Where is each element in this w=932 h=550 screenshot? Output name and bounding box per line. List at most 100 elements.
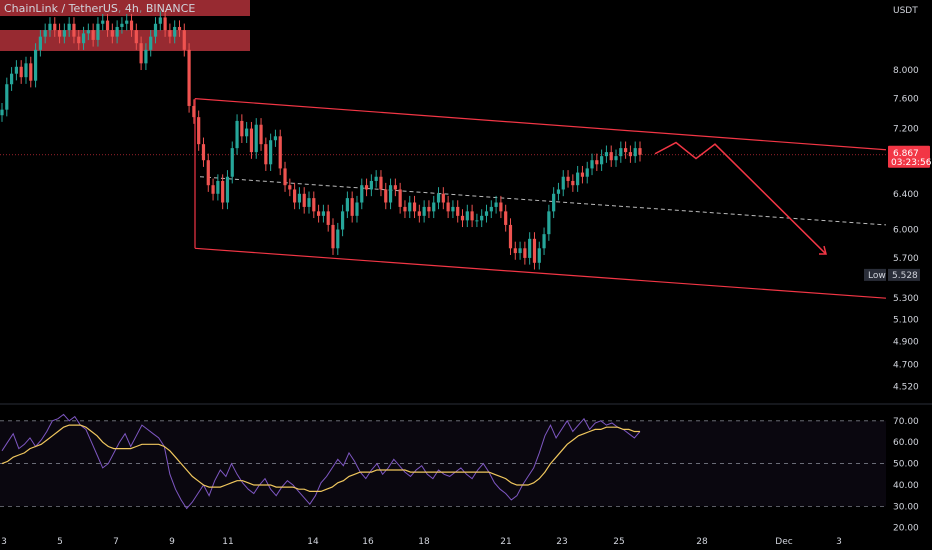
candle-body <box>134 30 138 44</box>
time-tick-label: 11 <box>222 537 233 547</box>
candle-body <box>163 17 167 31</box>
candle-body <box>149 36 153 50</box>
candle-body <box>67 23 71 31</box>
interval-label[interactable]: 4h <box>124 2 139 15</box>
candle-body <box>451 206 455 212</box>
candle-body <box>225 176 230 203</box>
candle-body <box>432 202 436 212</box>
candle-body <box>293 189 297 203</box>
candle-body <box>240 120 244 137</box>
candle-body <box>211 185 215 194</box>
channel-lower-line[interactable] <box>194 247 887 299</box>
candle-body <box>0 109 4 116</box>
candle-body <box>197 117 201 145</box>
candle-body <box>53 23 57 31</box>
candle-body <box>278 136 282 169</box>
time-tick-label: 5 <box>57 537 63 547</box>
candle-body <box>307 198 311 207</box>
price-tick-label: 5.100 <box>893 316 919 326</box>
candle-body <box>168 30 172 37</box>
candle-body <box>48 23 52 31</box>
time-tick-label: 9 <box>169 537 175 547</box>
candle-body <box>628 152 633 157</box>
candle-body <box>24 63 28 78</box>
time-tick-label: 25 <box>613 537 624 547</box>
candle-body <box>101 20 105 24</box>
candle-body <box>556 189 561 194</box>
candle-body <box>619 148 623 157</box>
candle-body <box>317 211 321 216</box>
candle-body <box>120 23 124 27</box>
channel-upper-line[interactable] <box>194 98 887 151</box>
candle-body <box>580 172 585 177</box>
candle-body <box>408 202 412 212</box>
candle-body <box>173 26 177 37</box>
time-tick-label: 14 <box>307 537 319 547</box>
candle-body <box>532 238 537 263</box>
time-tick-label: 28 <box>696 537 708 547</box>
candle-body <box>340 211 345 230</box>
candle-body <box>441 193 445 203</box>
candle-body <box>177 26 182 31</box>
candle-body <box>312 198 316 212</box>
chart-header: ChainLink / TetherUS, 4h, BINANCE <box>4 2 196 15</box>
candle-body <box>182 30 186 50</box>
candle-body <box>393 185 397 190</box>
candle-body <box>422 206 426 216</box>
candle-body <box>585 168 589 177</box>
candle-body <box>297 193 302 203</box>
candlestick-series <box>0 10 642 270</box>
candle-body <box>38 36 42 50</box>
candle-body <box>508 224 513 249</box>
candle-body <box>542 234 546 249</box>
candle-body <box>77 36 81 44</box>
candle-body <box>273 136 278 141</box>
price-axis[interactable]: USDT 8.000 7.600 7.200 6.400 6.000 5.700 5.300 5… <box>893 6 919 392</box>
time-tick-label: 21 <box>500 537 511 547</box>
candle-body <box>33 49 38 81</box>
channel-midline[interactable] <box>199 176 887 226</box>
candle-body <box>576 172 580 186</box>
candle-body <box>144 49 148 64</box>
projection-path[interactable] <box>654 141 827 255</box>
candle-body <box>350 198 354 216</box>
candle-body <box>547 211 551 235</box>
rsi-ma-line <box>1 424 640 492</box>
time-axis[interactable]: 3 5 7 9 11 14 16 18 21 23 25 28 Dec 3 <box>1 537 842 547</box>
candle-body <box>374 176 378 181</box>
candle-body <box>105 20 110 31</box>
candle-body <box>336 229 340 249</box>
time-tick-label: 16 <box>362 537 374 547</box>
candle-body <box>456 206 460 216</box>
price-tick-label: 8.000 <box>893 66 919 76</box>
candle-body <box>14 66 18 74</box>
candle-body <box>245 128 249 137</box>
candle-body <box>513 248 517 254</box>
time-tick-label: 7 <box>113 537 119 547</box>
candle-body <box>571 180 575 186</box>
candle-body <box>379 176 383 190</box>
candle-body <box>465 211 469 221</box>
candle-body <box>187 49 191 106</box>
price-tick-label: 5.700 <box>893 254 919 264</box>
candle-body <box>604 152 609 157</box>
candle-body <box>221 180 225 203</box>
candle-body <box>249 128 254 153</box>
rsi-tick-label: 20.00 <box>893 524 919 534</box>
candle-body <box>537 248 541 263</box>
candle-body <box>484 211 489 216</box>
projection-line[interactable] <box>654 141 827 255</box>
candle-body <box>614 156 618 161</box>
descending-channel[interactable] <box>0 98 887 299</box>
symbol-name[interactable]: ChainLink / TetherUS <box>4 2 118 15</box>
candle-body <box>624 148 628 153</box>
candle-body <box>369 180 373 190</box>
candle-body <box>460 215 465 221</box>
price-tick-label: 5.300 <box>893 294 919 304</box>
time-tick-label: Dec <box>775 537 792 547</box>
candle-body <box>72 23 76 37</box>
candle-body <box>331 224 335 249</box>
time-tick-label: 23 <box>556 537 567 547</box>
